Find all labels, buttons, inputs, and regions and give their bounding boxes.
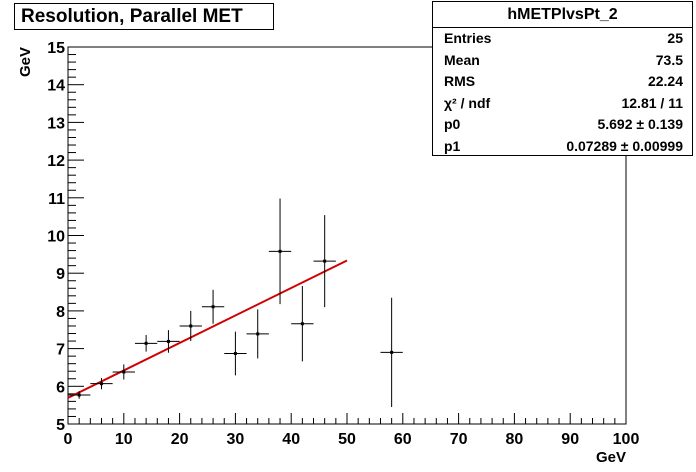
data-point [300,322,304,326]
y-tick-label: 7 [56,342,65,359]
y-tick-label: 12 [47,153,65,170]
y-tick-label: 10 [47,229,65,246]
data-point [323,259,327,263]
data-point [122,370,126,374]
x-tick-label: 60 [394,431,412,448]
chart-title: Resolution, Parallel MET [14,3,274,30]
stats-label: Entries [444,30,492,46]
data-point [99,382,103,386]
x-tick-label: 70 [450,431,468,448]
stats-box: hMETPlvsPt_2 Entries 25 Mean 73.5 RMS 22… [432,1,693,156]
stats-title: hMETPlvsPt_2 [433,2,692,28]
stats-value: 0.07289 ± 0.00999 [566,137,683,154]
y-axis-label: GeV [17,47,34,77]
data-point [233,352,237,356]
fit-layer [67,259,348,399]
stats-label: χ² / ndf [444,94,491,111]
data-point [256,332,260,336]
x-tick-label: 90 [561,431,579,448]
data-point [390,350,394,354]
stats-label: p1 [444,137,461,154]
x-tick-label: 40 [282,431,300,448]
data-point [144,341,148,345]
stats-value: 12.81 / 11 [621,94,683,111]
stats-row-p1: p1 0.07289 ± 0.00999 [433,136,692,158]
stats-row-mean: Mean 73.5 [433,50,692,72]
y-tick-label: 15 [47,40,65,57]
stats-value: 5.692 ± 0.139 [597,116,683,132]
stats-row-entries: Entries 25 [433,28,692,50]
x-tick-label: 100 [613,431,640,448]
data-point [189,324,193,328]
y-tick-label: 8 [56,304,65,321]
x-tick-label: 30 [227,431,245,448]
y-tick-label: 14 [47,78,65,95]
y-tick-label: 11 [48,191,65,208]
stats-value: 25 [667,30,683,46]
axes: 0 10 20 30 40 50 60 70 80 90 100 5 6 7 8 9 10 11 12 13 14 15 [47,40,639,448]
data-point [211,305,215,309]
stats-row-p0: p0 5.692 ± 0.139 [433,114,692,136]
x-tick-label: 10 [115,431,133,448]
stats-value: 73.5 [655,51,683,68]
x-tick-label: 20 [171,431,189,448]
x-tick-label: 80 [506,431,524,448]
stats-label: RMS [444,73,476,89]
stats-label: p0 [444,116,461,132]
stats-value: 22.24 [647,73,683,89]
x-axis-label: GeV [596,449,626,466]
data-point [77,393,81,397]
stats-row-chi2: χ² / ndf 12.81 / 11 [433,93,692,115]
data-point [166,339,170,343]
x-tick-label: 0 [64,431,73,448]
stats-row-rms: RMS 22.24 [433,71,692,93]
y-tick-label: 5 [56,417,65,434]
y-tick-label: 6 [56,379,65,396]
data-point [278,249,282,253]
y-tick-label: 13 [47,115,65,132]
fit-line [67,259,348,399]
y-tick-label: 9 [56,266,65,283]
stats-label: Mean [444,51,480,68]
points-layer [68,198,403,408]
x-tick-label: 50 [338,431,356,448]
